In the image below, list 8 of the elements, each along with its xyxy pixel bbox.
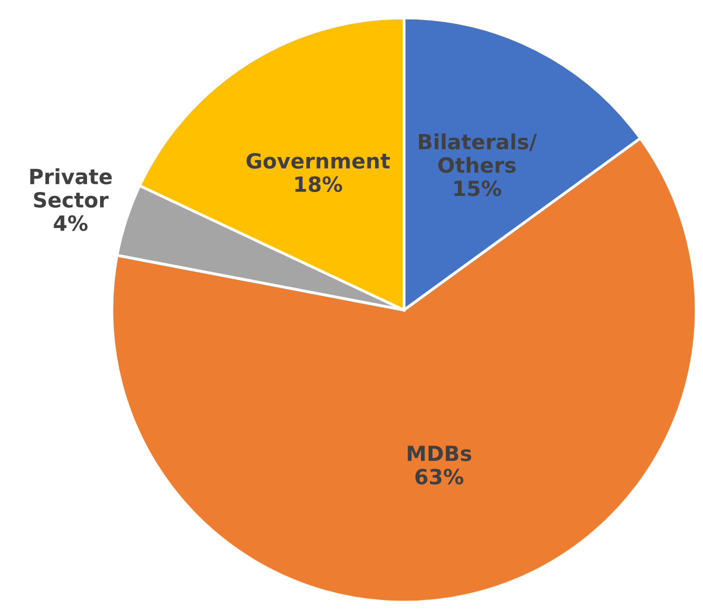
data-label: 18%: [295, 176, 342, 192]
slice-label: Bilaterals/ Others: [418, 133, 537, 173]
slice-label: Private Sector: [30, 168, 112, 208]
data-label: 63%: [415, 468, 464, 485]
data-label: 15%: [454, 180, 502, 196]
slice-label: MDBs: [408, 446, 472, 462]
data-label: 4%: [54, 215, 88, 232]
slice-label: Government: [246, 152, 390, 169]
